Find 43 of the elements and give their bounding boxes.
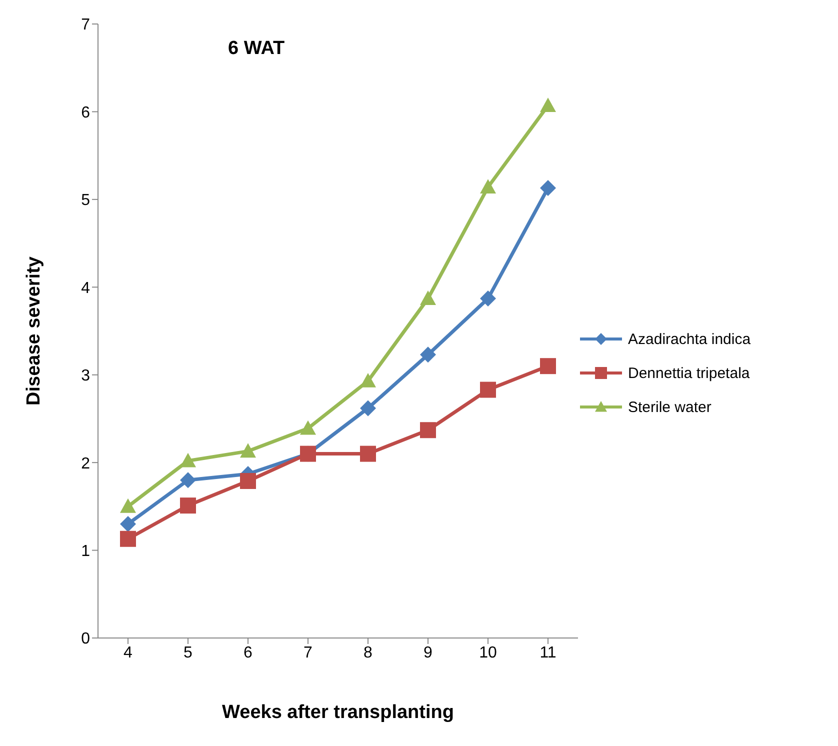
point — [240, 472, 256, 489]
point — [360, 372, 376, 388]
point — [360, 400, 376, 416]
point — [120, 498, 136, 513]
text: 6 WAT — [228, 38, 285, 60]
x-tick-label: 9 — [424, 644, 433, 662]
x-tick-label: 4 — [124, 644, 133, 662]
x-tick-label: 8 — [364, 644, 373, 662]
point — [180, 498, 196, 514]
legend-label: Azadirachta indica — [628, 330, 751, 348]
x-axis-title: Weeks after transplanting — [222, 702, 454, 723]
x-tick-label: 6 — [244, 644, 253, 662]
y-tick-label: 4 — [81, 280, 90, 297]
x-tick-label: 11 — [540, 644, 556, 662]
y-axis-title: Disease severity — [24, 256, 45, 406]
point — [540, 358, 556, 374]
point — [360, 446, 376, 462]
point — [540, 180, 556, 196]
point — [420, 346, 436, 363]
point — [540, 98, 556, 112]
y-tick-label: 2 — [81, 455, 90, 472]
y-tick-label: 3 — [81, 368, 90, 385]
legend-label: Dennettia tripetala — [628, 364, 750, 382]
point — [420, 290, 436, 305]
y-tick-label: 0 — [81, 630, 90, 648]
point — [420, 422, 436, 438]
point — [480, 290, 496, 307]
point — [120, 530, 136, 547]
y-tick-label: 5 — [81, 192, 90, 210]
point — [240, 443, 256, 458]
y-tick-label: 7 — [81, 16, 90, 34]
point — [300, 420, 316, 435]
x-tick-label: 7 — [304, 644, 313, 662]
point — [480, 382, 496, 398]
point — [120, 516, 136, 532]
point — [480, 179, 496, 194]
y-tick-label: 1 — [81, 542, 90, 560]
x-tick-label: 10 — [479, 644, 497, 662]
x-tick-label: 5 — [184, 644, 193, 662]
y-tick-label: 6 — [81, 104, 90, 122]
point — [180, 472, 196, 488]
point — [180, 452, 196, 468]
legend-label: Sterile water — [628, 398, 712, 416]
